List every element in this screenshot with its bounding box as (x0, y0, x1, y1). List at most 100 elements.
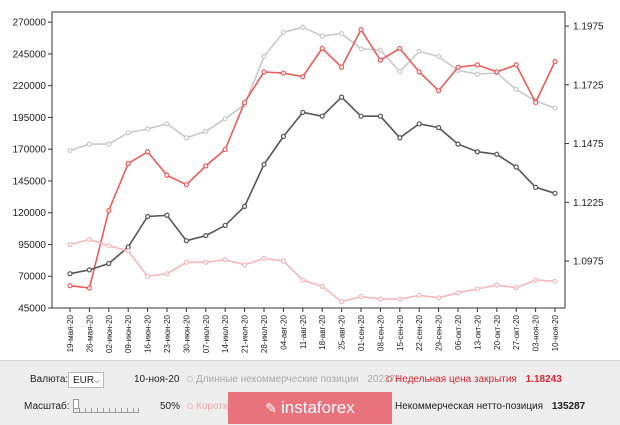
series-point-2 (67, 271, 73, 277)
banner-text: instaforex (281, 398, 355, 417)
scale-slider[interactable] (73, 404, 139, 413)
series-point-3 (125, 248, 131, 254)
series-point-1 (242, 99, 248, 106)
report-date: 10-ноя-20 (134, 374, 180, 385)
legend-net-label: Некоммерческая нетто-позиция (395, 401, 544, 412)
x-tick-label: 03-ноя-20 (532, 314, 541, 351)
series-point-1 (125, 160, 131, 167)
x-tick-label: 13-окт-20 (473, 314, 482, 349)
series-point-3 (397, 296, 403, 302)
legend-weekly-label: Недельная цена закрытия (395, 374, 517, 385)
series-point-1 (358, 27, 364, 33)
series-point-3 (494, 282, 500, 288)
y-right-tick-label: 1.0975 (573, 257, 604, 268)
series-point-2 (106, 260, 112, 267)
series-point-2 (164, 212, 170, 218)
legend-net[interactable]: Некоммерческая нетто-позиция 135287 (386, 401, 585, 412)
series-point-0 (319, 33, 325, 39)
series-point-0 (377, 47, 383, 53)
series-point-2 (222, 222, 228, 229)
y-left-tick-label: 195000 (13, 113, 47, 124)
series-point-0 (106, 141, 112, 147)
legend-long[interactable]: Длинные некоммерческие позиции 202374 (187, 374, 401, 385)
series-line-0 (69, 26, 556, 152)
chart-area: 45000 70000 95000 120000 145000 170000 195000 2… (13, 11, 604, 353)
x-tick-label: 20-окт-20 (493, 314, 502, 349)
currency-label: Валюта: (30, 374, 69, 385)
series-point-3 (319, 283, 325, 290)
series-point-1 (436, 88, 442, 94)
series-point-1 (319, 45, 325, 52)
x-tick-label: 08-сен-20 (376, 314, 385, 351)
series-point-1 (455, 64, 461, 70)
x-tick-label: 02-июн-20 (105, 314, 114, 353)
legend-weekly-marker-icon (386, 376, 392, 383)
currency-select[interactable]: EUR ⌵ (68, 372, 104, 388)
line-chart: 45000 70000 95000 120000 145000 170000 195000 2… (13, 11, 604, 353)
series-point-3 (300, 277, 306, 283)
series-point-2 (319, 113, 325, 119)
series-point-0 (261, 53, 267, 60)
x-tick-label: 09-июн-20 (124, 314, 133, 353)
scale-slider-thumb[interactable] (73, 399, 79, 409)
plot-frame (51, 11, 566, 309)
series-point-2 (145, 213, 151, 220)
series-point-3 (455, 290, 461, 296)
series-point-0 (436, 53, 442, 60)
y-right-tick-label: 1.1975 (573, 22, 604, 33)
series-point-0 (416, 48, 422, 54)
legend-long-value: 202374 (367, 374, 401, 385)
series-point-1 (106, 207, 112, 214)
x-tick-label: 25-авг-20 (338, 314, 347, 349)
instaforex-banner[interactable]: ✎ instaforex (228, 392, 392, 424)
series-point-3 (86, 236, 93, 242)
series-point-3 (242, 262, 248, 268)
legend-long-marker-icon (187, 376, 193, 383)
series-point-0 (474, 71, 480, 77)
series-point-3 (474, 286, 480, 292)
series-point-2 (86, 267, 93, 273)
series-point-0 (145, 126, 151, 132)
x-tick-label: 23-июн-20 (163, 314, 172, 353)
series-point-0 (183, 135, 189, 141)
series-point-1 (552, 58, 558, 65)
y-left-tick-label: 170000 (13, 145, 47, 156)
series-point-3 (552, 278, 558, 284)
series-point-0 (513, 86, 519, 93)
scale-value: 50% (160, 401, 181, 412)
series-point-3 (222, 257, 228, 263)
x-tick-label: 19-мая-20 (66, 314, 75, 352)
series-point-3 (203, 259, 209, 265)
x-tick-label: 22-сен-20 (415, 314, 424, 351)
series-point-3 (339, 299, 345, 305)
series-point-2 (474, 149, 480, 155)
series-point-1 (377, 57, 383, 63)
series-point-0 (339, 30, 345, 37)
instaforex-logo-icon: ✎ (265, 400, 278, 416)
series-point-1 (474, 62, 480, 68)
series-point-1 (183, 182, 189, 188)
series-point-3 (416, 292, 422, 298)
series-point-3 (513, 285, 519, 291)
series-point-1 (513, 62, 519, 68)
series-point-2 (416, 121, 422, 127)
series-line-1 (69, 27, 556, 289)
legend-weekly[interactable]: Недельная цена закрытия 1.18243 (386, 374, 562, 385)
series-point-0 (164, 121, 170, 127)
series-point-0 (552, 105, 558, 111)
y-left-tick-label: 45000 (18, 304, 46, 315)
series-point-2 (532, 184, 539, 190)
series-point-0 (358, 46, 364, 52)
y-right-tick-label: 1.1225 (573, 198, 604, 209)
series-point-2 (455, 141, 461, 147)
series-point-1 (280, 70, 286, 76)
series-point-1 (300, 74, 306, 80)
series-point-2 (339, 94, 345, 100)
y-left-tick-label: 120000 (13, 208, 47, 219)
x-tick-label: 01-сен-20 (357, 314, 366, 351)
series-point-1 (397, 45, 403, 52)
series-point-3 (261, 255, 267, 262)
currency-value: EUR (73, 375, 95, 386)
series-point-3 (67, 241, 73, 248)
x-tick-label: 04-авг-20 (279, 314, 288, 349)
